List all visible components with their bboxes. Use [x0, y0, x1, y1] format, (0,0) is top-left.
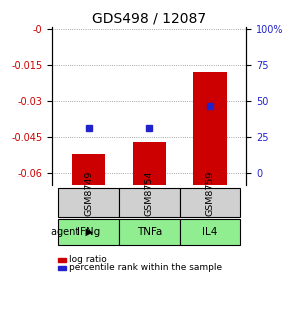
Bar: [180, 219, 240, 245]
Title: GDS498 / 12087: GDS498 / 12087: [92, 12, 206, 26]
Bar: [119, 219, 180, 245]
Bar: [58, 188, 119, 217]
Text: GSM8759: GSM8759: [206, 170, 215, 216]
Text: GSM8749: GSM8749: [84, 170, 93, 216]
Bar: [58, 266, 66, 270]
Bar: [58, 219, 119, 245]
Text: agent  ▶: agent ▶: [51, 227, 93, 237]
Bar: [193, 73, 227, 185]
Bar: [119, 188, 180, 217]
Bar: [133, 142, 166, 185]
Text: IFNg: IFNg: [77, 227, 100, 237]
Text: percentile rank within the sample: percentile rank within the sample: [69, 263, 222, 272]
Text: GSM8754: GSM8754: [145, 170, 154, 216]
Bar: [72, 154, 105, 185]
Bar: [180, 188, 240, 217]
Text: TNFa: TNFa: [137, 227, 162, 237]
Bar: [58, 258, 66, 261]
Text: log ratio: log ratio: [69, 255, 107, 264]
Text: IL4: IL4: [202, 227, 218, 237]
